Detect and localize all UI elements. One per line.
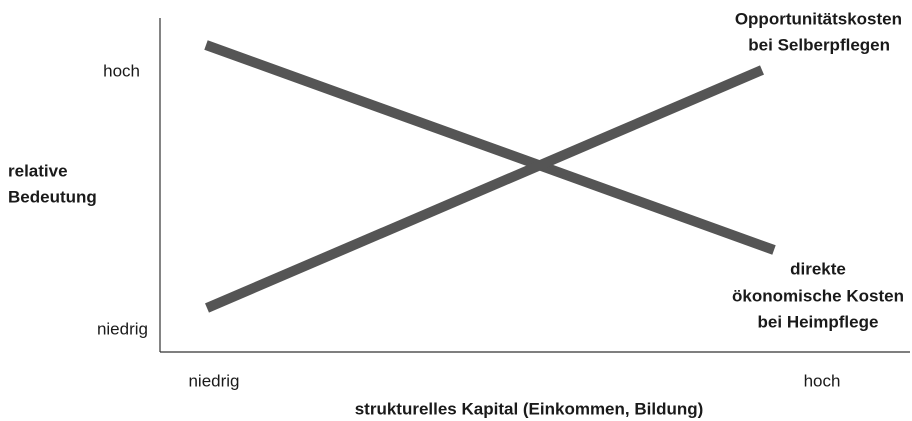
direct-cost-line <box>204 40 776 255</box>
x-high-label: hoch <box>804 371 841 390</box>
line-label: Opportunitätskosten <box>735 9 902 28</box>
line-label: bei Heimpflege <box>758 312 879 331</box>
y-high-label: hoch <box>103 61 140 80</box>
line-label: direkte <box>790 259 846 278</box>
line-label: ökonomische Kosten <box>732 286 904 305</box>
y-axis-title: Bedeutung <box>8 187 97 206</box>
y-low-label: niedrig <box>97 319 148 338</box>
x-axis-title: strukturelles Kapital (Einkommen, Bildun… <box>355 399 704 418</box>
x-low-label: niedrig <box>188 371 239 390</box>
opportunity-cost-line <box>205 65 764 313</box>
line-label: bei Selberpflegen <box>748 35 890 54</box>
y-axis-title: relative <box>8 161 68 180</box>
